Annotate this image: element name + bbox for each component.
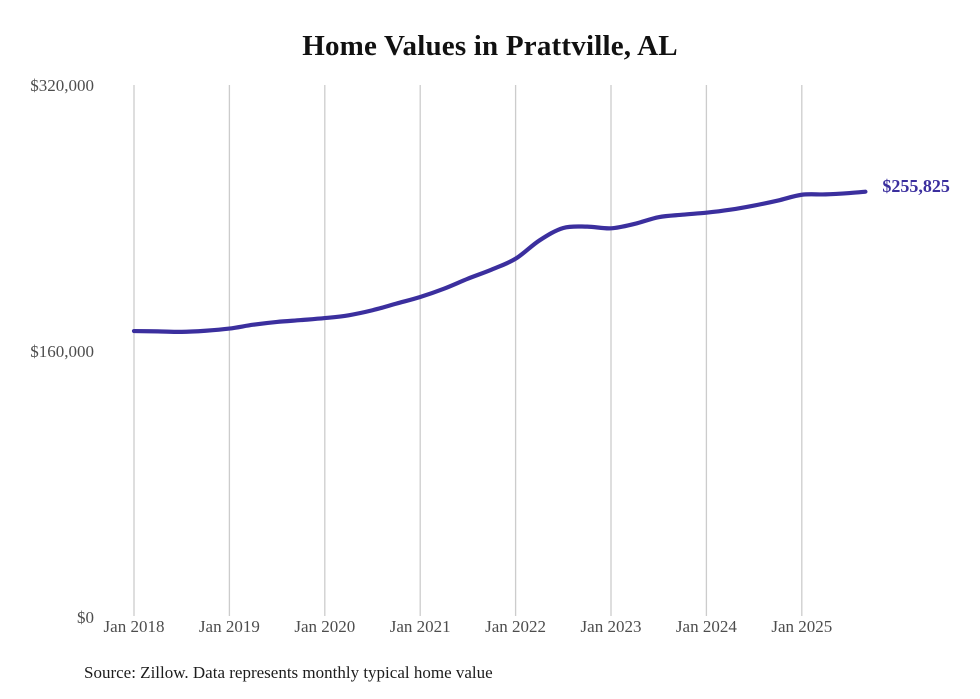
x-tick-label: Jan 2025 <box>771 617 833 636</box>
x-tick-label: Jan 2020 <box>294 617 356 636</box>
gridlines-group <box>133 85 803 616</box>
x-tick-label: Jan 2022 <box>485 617 547 636</box>
x-tick-label: Jan 2019 <box>198 617 260 636</box>
value-line-series <box>131 189 868 334</box>
x-tick-label: Jan 2023 <box>580 617 642 636</box>
y-tick-label-0: $0 <box>77 608 94 627</box>
y-tick-label-320000: $320,000 <box>30 76 94 95</box>
x-tick-label: Jan 2018 <box>103 617 165 636</box>
source-note: Source: Zillow. Data represents monthly … <box>84 663 493 682</box>
y-tick-label-160000: $160,000 <box>30 342 94 361</box>
chart-title: Home Values in Prattville, AL <box>302 30 678 62</box>
end-value-annotation: $255,825 <box>882 175 950 196</box>
x-tick-label: Jan 2021 <box>389 617 451 636</box>
x-tick-label: Jan 2024 <box>675 617 737 636</box>
